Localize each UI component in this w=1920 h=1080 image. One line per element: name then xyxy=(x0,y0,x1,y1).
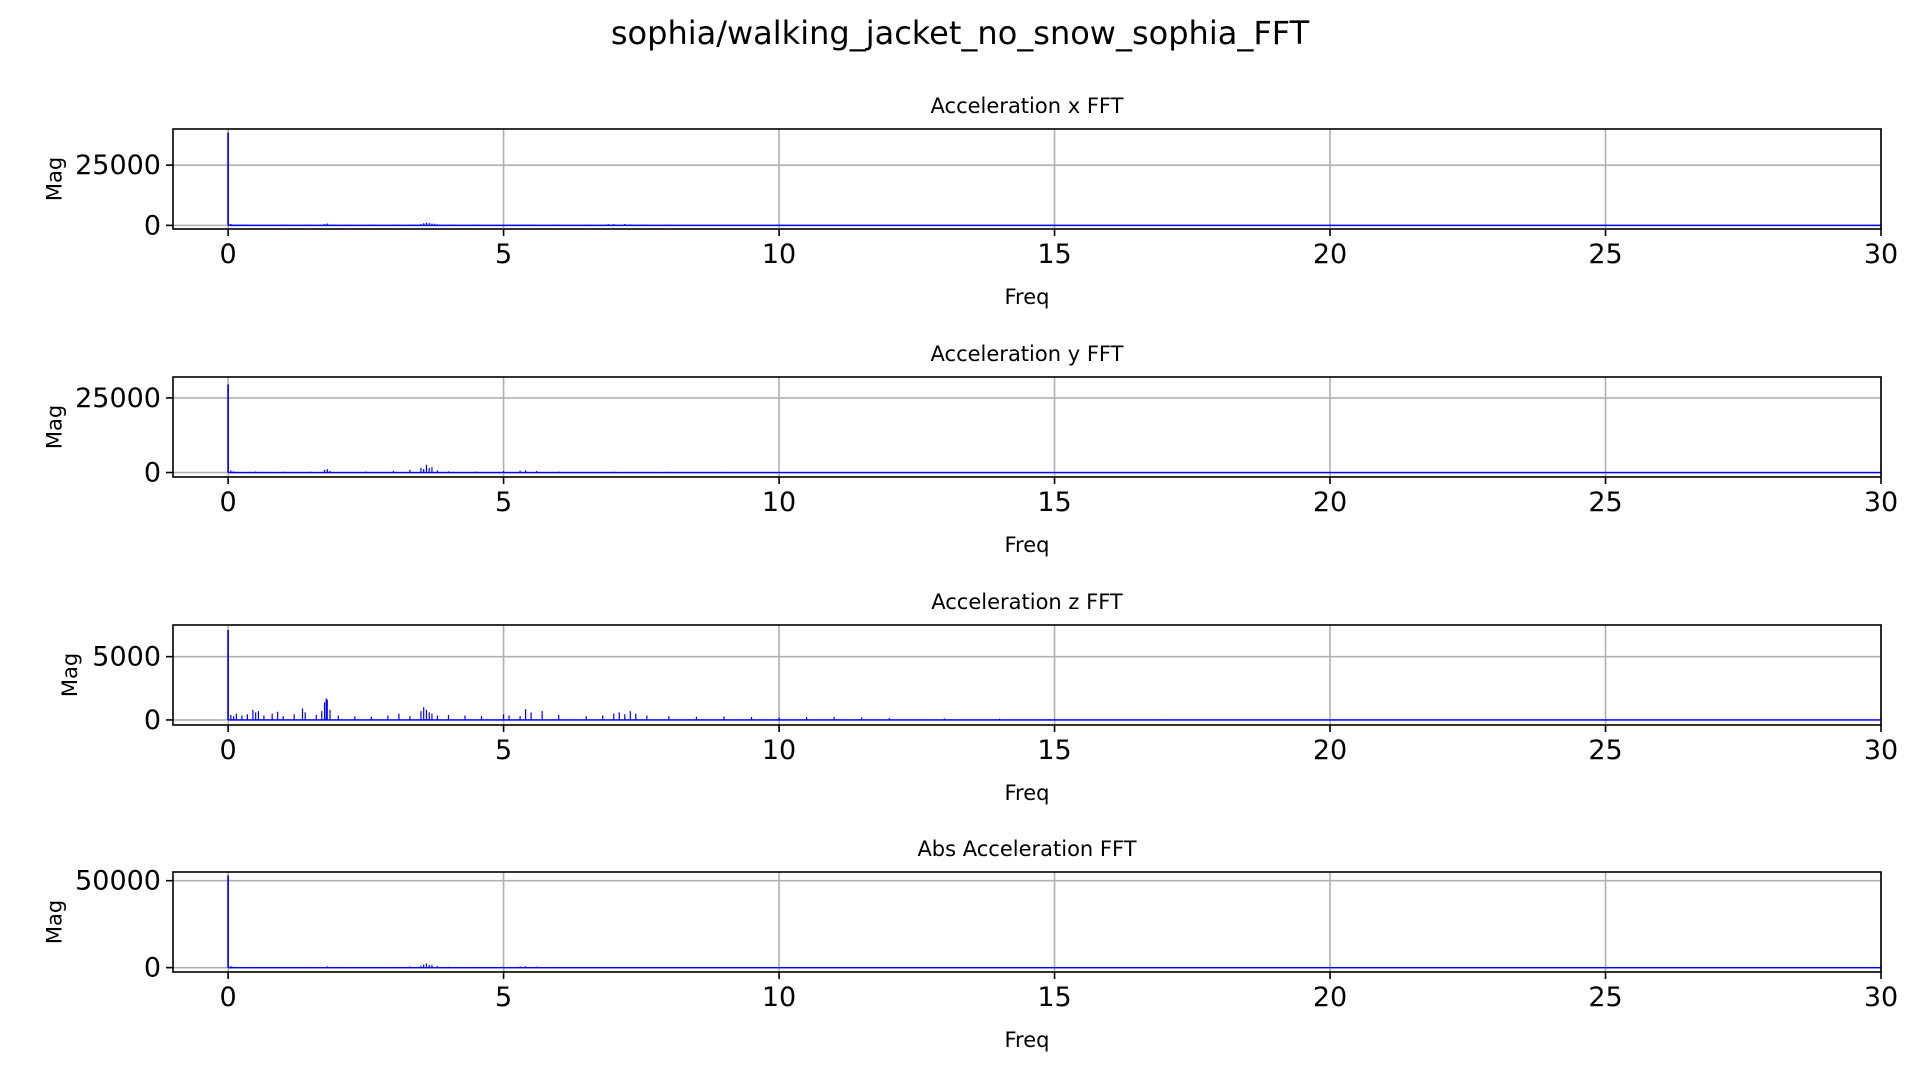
y-tick-label: 0 xyxy=(144,705,161,736)
x-tick-label: 0 xyxy=(220,735,237,766)
x-tick-label: 25 xyxy=(1588,239,1622,270)
x-tick-label: 0 xyxy=(220,982,237,1013)
x-tick-label: 25 xyxy=(1588,982,1622,1013)
y-axis-label: Mag xyxy=(43,157,67,201)
x-tick-label: 25 xyxy=(1588,735,1622,766)
y-tick-label: 50000 xyxy=(75,866,161,897)
y-axis-label: Mag xyxy=(43,405,67,449)
x-axis-label: Freq xyxy=(1005,1028,1050,1052)
x-tick-label: 20 xyxy=(1313,239,1347,270)
axes-frame xyxy=(172,624,1882,726)
x-tick-label: 20 xyxy=(1313,735,1347,766)
x-tick-label: 30 xyxy=(1864,487,1898,518)
x-tick-label: 20 xyxy=(1313,982,1347,1013)
y-tick-label: 0 xyxy=(144,953,161,984)
x-tick-label: 0 xyxy=(220,487,237,518)
x-axis-label: Freq xyxy=(1005,781,1050,805)
x-tick-label: 5 xyxy=(495,735,512,766)
x-tick-label: 10 xyxy=(762,735,796,766)
x-tick-label: 15 xyxy=(1037,239,1071,270)
axes-frame xyxy=(172,871,1882,973)
x-tick-label: 5 xyxy=(495,982,512,1013)
subplot-title: Abs Acceleration FFT xyxy=(917,837,1136,861)
x-tick-label: 25 xyxy=(1588,487,1622,518)
x-tick-label: 30 xyxy=(1864,239,1898,270)
subplot-2: 0 5 10 15 20 25 30 0 25000 Acceleration y FFT Freq… xyxy=(43,342,1899,557)
y-tick-label: 0 xyxy=(144,458,161,489)
x-tick-label: 20 xyxy=(1313,487,1347,518)
subplot-title: Acceleration y FFT xyxy=(931,342,1124,366)
subplot-4: 0 5 10 15 20 25 30 0 50000 Abs Acceleration FFT Fr… xyxy=(43,837,1899,1052)
y-axis-label: Mag xyxy=(43,900,67,944)
x-tick-label: 10 xyxy=(762,982,796,1013)
y-axis-label: Mag xyxy=(58,653,82,697)
axes-frame xyxy=(172,128,1882,230)
x-tick-label: 30 xyxy=(1864,735,1898,766)
x-tick-label: 0 xyxy=(220,239,237,270)
x-tick-label: 15 xyxy=(1037,487,1071,518)
x-tick-label: 10 xyxy=(762,487,796,518)
x-tick-label: 5 xyxy=(495,487,512,518)
subplot-title: Acceleration x FFT xyxy=(931,94,1124,118)
y-tick-label: 25000 xyxy=(75,383,161,414)
x-tick-label: 5 xyxy=(495,239,512,270)
y-tick-label: 0 xyxy=(144,210,161,241)
subplot-title: Acceleration z FFT xyxy=(931,590,1123,614)
x-tick-label: 10 xyxy=(762,239,796,270)
subplot-1: 0 5 10 15 20 25 30 0 25000 Acceleration x FFT Freq… xyxy=(43,94,1899,309)
x-axis-label: Freq xyxy=(1005,285,1050,309)
axes-frame xyxy=(172,376,1882,478)
y-tick-label: 5000 xyxy=(92,642,161,673)
x-tick-label: 15 xyxy=(1037,735,1071,766)
y-tick-label: 25000 xyxy=(75,150,161,181)
x-tick-label: 30 xyxy=(1864,982,1898,1013)
x-tick-label: 15 xyxy=(1037,982,1071,1013)
x-axis-label: Freq xyxy=(1005,533,1050,557)
subplot-3: 0 5 10 15 20 25 30 0 5000 Acceleration z FFT Freq M… xyxy=(58,590,1898,805)
figure-title: sophia/walking_jacket_no_snow_sophia_FFT xyxy=(610,14,1310,52)
